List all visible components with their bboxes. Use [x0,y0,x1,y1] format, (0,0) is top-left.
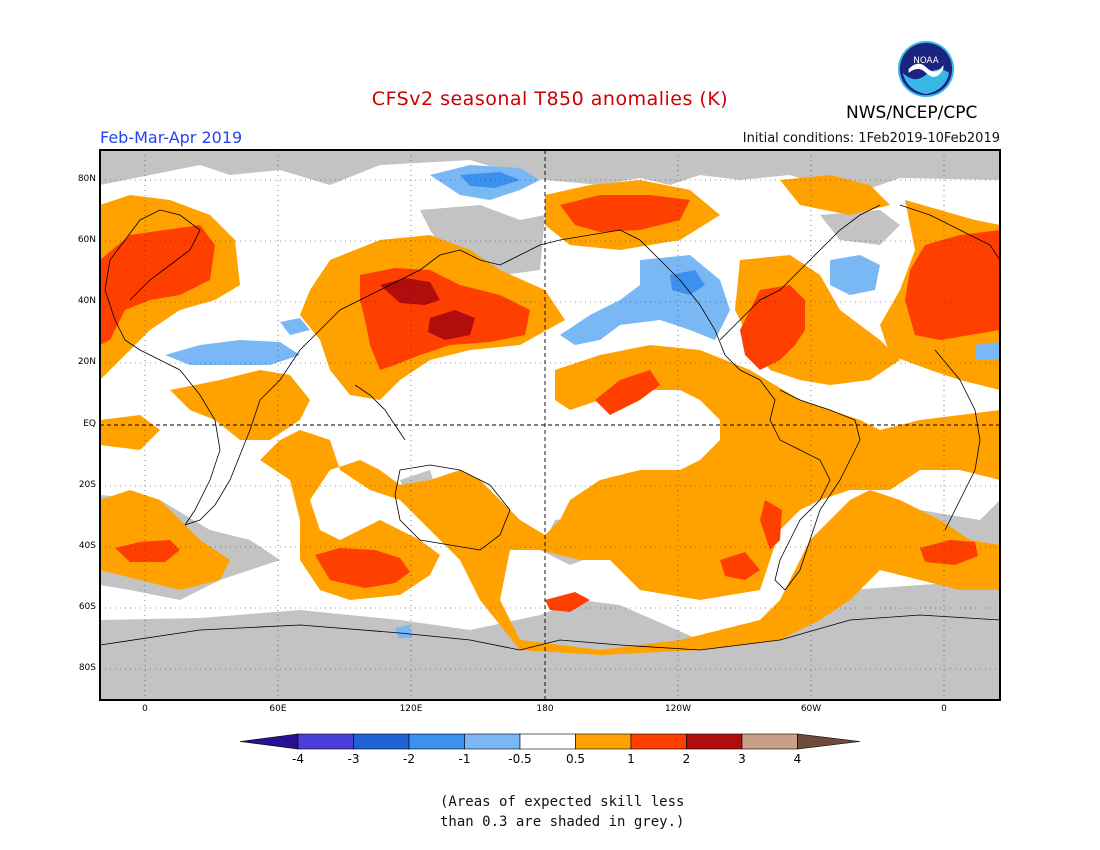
colorbar-segment [686,733,743,750]
skill-note-line-2: than 0.3 are shaded in grey.) [440,814,685,830]
colorbar-segment [575,733,632,750]
latitude-label: 40S [78,541,96,551]
colorbar-arrow-right [797,733,861,750]
colorbar-segment [519,733,576,750]
agency-label: NWS/NCEP/CPC [846,103,978,123]
colorbar-segment [741,733,798,750]
season-label: Feb-Mar-Apr 2019 [100,128,243,147]
colorbar-tick-label: -1 [458,752,471,766]
skill-note-line-1: (Areas of expected skill less [440,794,685,810]
anomaly-darkred-regions [380,278,475,340]
coastlines [100,204,1000,651]
colorbar-segment [408,733,465,750]
initial-conditions-label: Initial conditions: 1Feb2019-10Feb2019 [742,131,1000,146]
colorbar-tick-label: 2 [682,752,691,766]
skill-note: (Areas of expected skill less than 0.3 a… [440,792,760,832]
latitude-label: 20S [78,480,96,490]
noaa-logo-icon: NOAA [897,40,955,98]
colorbar-tick-label: -4 [292,752,304,766]
latitude-label: 60S [78,602,96,612]
latitude-label: 80S [78,663,96,673]
longitude-label: 120W [664,704,692,714]
colorbar-segment [630,733,687,750]
latitude-label: 20N [77,357,96,367]
longitude-label: 0 [941,704,947,714]
latitude-label: 40N [77,296,96,306]
colorbar-tick-label: 0.5 [565,752,586,766]
colorbar [239,733,861,750]
longitude-label: 120E [399,704,423,714]
colorbar-tick-label: 1 [627,752,635,766]
longitude-label: 0 [142,704,148,714]
colorbar-tick-label: -2 [403,752,415,766]
colorbar-tick-label: -0.5 [508,752,532,766]
longitude-label: 60E [269,704,287,714]
svg-text:NOAA: NOAA [913,56,938,66]
latitude-label: 80N [77,174,96,184]
colorbar-segment [353,733,410,750]
colorbar-arrow-left [239,733,299,750]
colorbar-tick-label: 3 [738,752,746,766]
longitude-label: 180 [536,704,554,714]
colorbar-segment [464,733,521,750]
latitude-label: 60N [77,235,96,245]
longitude-label: 60W [800,704,822,714]
colorbar-segment [297,733,354,750]
colorbar-tick-label: 4 [793,752,802,766]
colorbar-tick-label: -3 [347,752,360,766]
latitude-label: EQ [83,419,96,429]
map-title: CFSv2 seasonal T850 anomalies (K) [371,88,729,110]
